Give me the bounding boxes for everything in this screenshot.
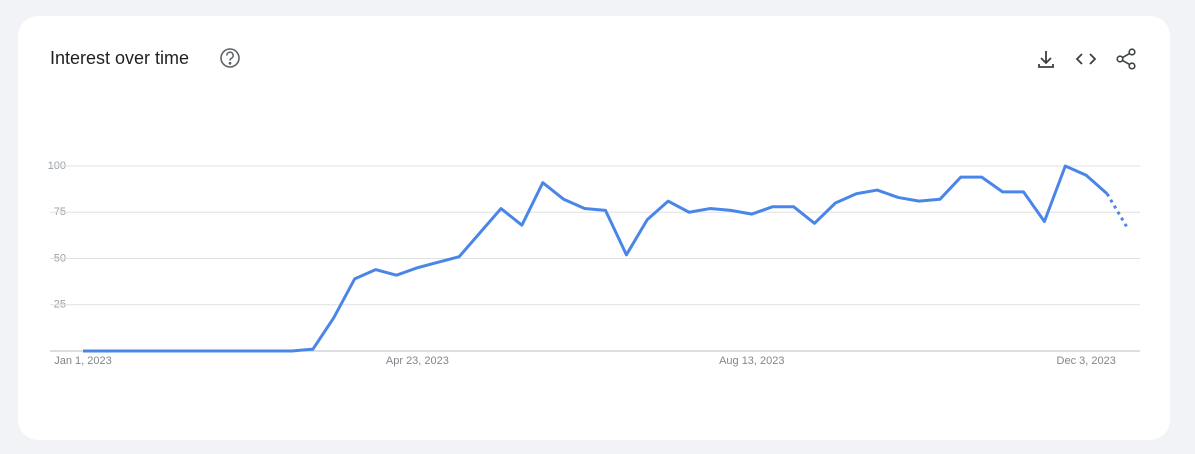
- download-icon[interactable]: [1038, 51, 1054, 68]
- x-tick-label: Apr 23, 2023: [386, 355, 449, 367]
- card: [18, 16, 1170, 440]
- x-tick-label: Dec 3, 2023: [1057, 355, 1116, 367]
- chart-title: Interest over time: [50, 48, 189, 68]
- x-tick-label: Jan 1, 2023: [54, 355, 112, 367]
- trend-line: [83, 164, 1109, 353]
- help-icon[interactable]: [220, 48, 240, 68]
- x-tick-label: Aug 13, 2023: [719, 355, 784, 367]
- embed-icon[interactable]: [1075, 53, 1097, 65]
- share-icon[interactable]: [1116, 48, 1136, 70]
